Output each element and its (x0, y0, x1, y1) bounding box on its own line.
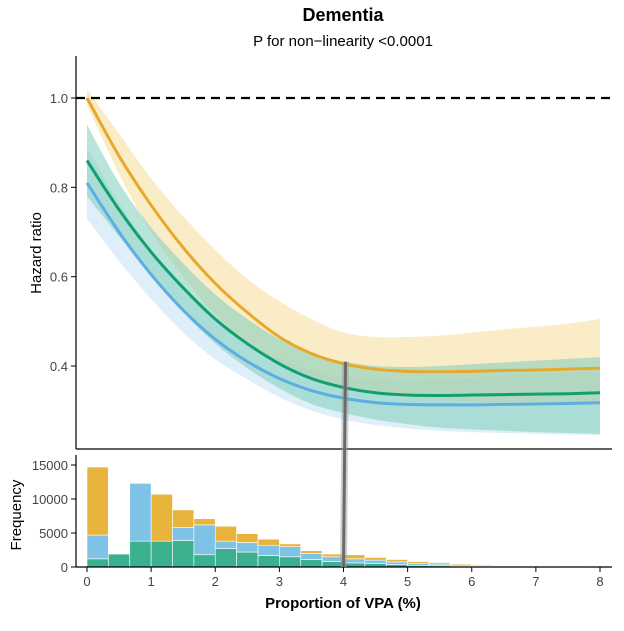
orange-series-line (85, 97, 601, 374)
orange-histogram-bar (471, 564, 494, 566)
orange-histogram-bar (407, 561, 430, 564)
blue-series-line (85, 182, 601, 407)
green-histogram-bar (108, 553, 131, 568)
blue-histogram-bar (214, 540, 237, 549)
orange-histogram-bar (150, 493, 173, 542)
y-axis-label-frequency: Frequency (8, 479, 25, 550)
blue-histogram-bar (193, 524, 216, 556)
y-tick-label: 0.4 (50, 359, 68, 374)
x-tick-label: 3 (276, 574, 283, 589)
orange-histogram-bar (279, 543, 302, 547)
blue-histogram-bar (257, 544, 280, 556)
green-histogram-bar (129, 540, 152, 568)
blue-histogram-bar (300, 553, 323, 560)
blue-histogram-bar (385, 561, 408, 565)
freq-tick-label: 15000 (32, 458, 68, 473)
orange-histogram-bar (385, 559, 408, 563)
blue-histogram-bar (86, 534, 109, 560)
orange-histogram-bar (257, 538, 280, 546)
green-histogram-bar (86, 558, 109, 568)
orange-histogram-bar (214, 525, 237, 542)
orange-histogram-bar (364, 557, 387, 561)
freq-tick-label: 0 (61, 560, 68, 575)
x-tick-label: 4 (340, 574, 347, 589)
orange-histogram-bar (193, 518, 216, 526)
orange-histogram-bar (428, 562, 451, 565)
orange-histogram-bar (492, 564, 515, 567)
y-axis-label-hazard: Hazard ratio (28, 212, 45, 294)
blue-histogram-bar (364, 559, 387, 564)
blue-histogram-bar (407, 562, 430, 566)
green-series-line (85, 159, 601, 397)
orange-histogram-bar (172, 509, 195, 528)
x-tick-label: 6 (468, 574, 475, 589)
hazard-ratio-panel: 0.4 0.6 0.8 1.0 (50, 56, 612, 450)
green-histogram-bar (300, 559, 323, 568)
freq-tick-label: 5000 (39, 526, 68, 541)
y-tick-label: 0.6 (50, 270, 68, 285)
frequency-histogram-panel: 0 5000 10000 15000 0 1 2 3 4 5 6 7 8 (32, 455, 612, 589)
x-tick-label: 5 (404, 574, 411, 589)
orange-histogram-bar (450, 563, 473, 566)
green-histogram-bar (279, 556, 302, 568)
x-axis-label: Proportion of VPA (%) (265, 595, 421, 612)
green-histogram-bar (214, 548, 237, 568)
chart-title: Dementia (302, 5, 384, 25)
green-histogram-bar (257, 555, 280, 568)
blue-histogram-bar (129, 483, 152, 542)
green-histogram-bar (193, 554, 216, 568)
green-histogram-bar (172, 540, 195, 568)
x-tick-label: 2 (212, 574, 219, 589)
x-tick-label: 7 (532, 574, 539, 589)
blue-histogram-bar (279, 546, 302, 558)
blue-histogram-bar (236, 542, 259, 553)
orange-histogram-bar (300, 550, 323, 554)
vertical-marker-line (342, 361, 347, 568)
orange-histogram-bar (236, 533, 259, 543)
green-histogram-bar (236, 551, 259, 568)
x-tick-label: 0 (83, 574, 90, 589)
x-tick-label: 1 (148, 574, 155, 589)
y-tick-label: 1.0 (50, 91, 68, 106)
y-tick-label: 0.8 (50, 180, 68, 195)
blue-histogram-bar (172, 527, 195, 541)
x-tick-label: 8 (596, 574, 603, 589)
freq-tick-label: 10000 (32, 492, 68, 507)
chart-subtitle: P for non−linearity <0.0001 (253, 33, 433, 50)
green-histogram-bar (150, 540, 173, 568)
orange-histogram-bar (86, 466, 109, 536)
